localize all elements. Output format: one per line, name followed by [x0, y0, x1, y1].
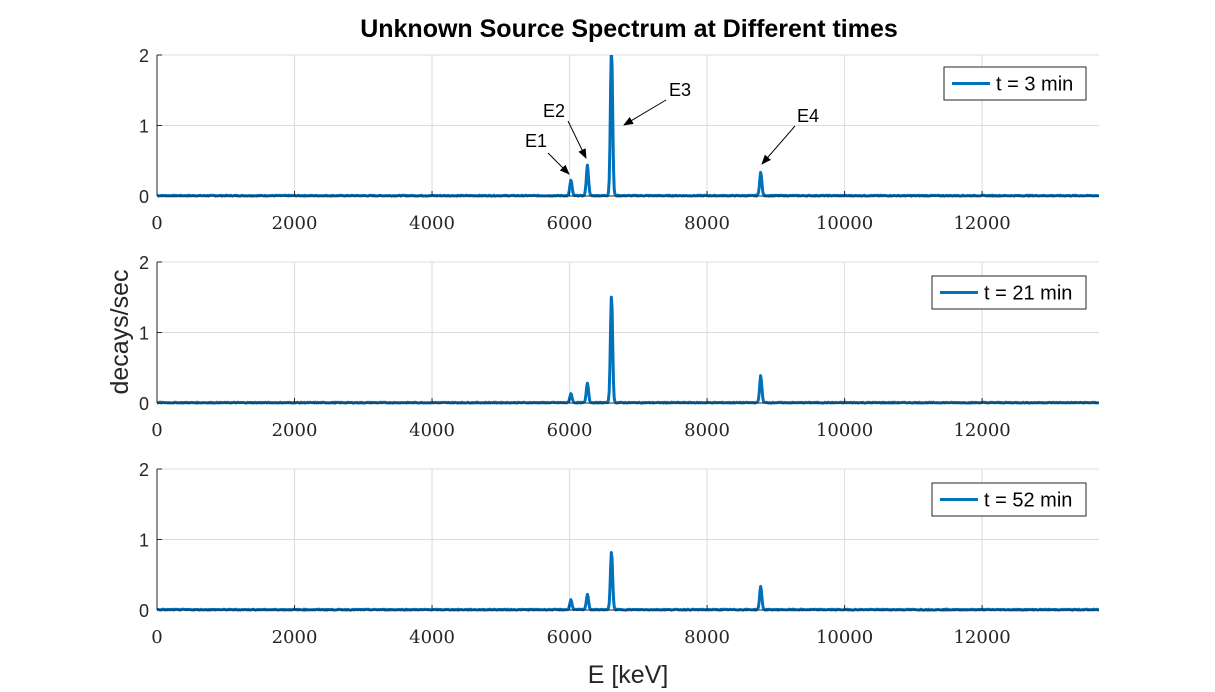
y-tick-label: 2 [139, 253, 149, 273]
x-tick-label: 12000 [953, 213, 1010, 234]
annotation-label: E3 [669, 80, 691, 100]
x-tick-label: 10000 [816, 213, 873, 234]
y-tick-label: 2 [139, 46, 149, 66]
subplot-3: 0 2000 4000 6000 8000 10000 12000 0 1 2 t = 52 min [139, 460, 1099, 648]
y-axis-label: decays/sec [106, 269, 134, 394]
y-tick-label: 1 [139, 324, 149, 344]
y-tick-label: 0 [139, 601, 149, 621]
x-tick-label: 12000 [953, 420, 1010, 441]
legend-label: t = 52 min [984, 490, 1072, 512]
x-tick-label: 8000 [684, 420, 730, 441]
x-tick-label: 6000 [547, 627, 593, 648]
annotation-arrow [547, 152, 570, 175]
y-tick-label: 1 [139, 117, 149, 137]
annotation-arrow [623, 99, 667, 126]
y-tick-label: 0 [139, 187, 149, 207]
x-tick-label: 12000 [953, 627, 1010, 648]
x-tick-label: 2000 [272, 213, 318, 234]
x-tick-label: 8000 [684, 213, 730, 234]
x-tick-label: 6000 [547, 420, 593, 441]
annotation-label: E2 [543, 101, 565, 121]
x-tick-label: 4000 [409, 420, 455, 441]
legend-label: t = 3 min [996, 74, 1073, 96]
legend: t = 3 min [943, 66, 1087, 101]
legend: t = 52 min [931, 482, 1087, 517]
x-tick-label: 10000 [816, 627, 873, 648]
x-tick-label: 8000 [684, 627, 730, 648]
x-tick-label: 4000 [409, 213, 455, 234]
spectrum-line [157, 551, 1099, 612]
subplot-1: 0 2000 4000 6000 8000 10000 12000 0 1 2 t = 3 min [139, 46, 1099, 234]
x-tick-label: 0 [151, 420, 162, 441]
legend: t = 21 min [931, 275, 1087, 310]
x-tick-label: 0 [151, 627, 162, 648]
y-tick-label: 0 [139, 394, 149, 414]
y-tick-label: 1 [139, 531, 149, 551]
spectrum-line [157, 295, 1099, 405]
subplot-2: 0 2000 4000 6000 8000 10000 12000 0 1 2 t = 21 min [139, 253, 1099, 441]
x-tick-label: 4000 [409, 627, 455, 648]
annotation-arrow [567, 120, 587, 159]
annotation-label: E4 [797, 106, 819, 126]
x-tick-label: 2000 [272, 627, 318, 648]
x-tick-label: 0 [151, 213, 162, 234]
x-tick-label: 2000 [272, 420, 318, 441]
peak-annotations: E1 E2 E3 E4 [525, 80, 819, 175]
x-tick-label: 6000 [547, 213, 593, 234]
annotation-label: E1 [525, 131, 547, 151]
chart-title: Unknown Source Spectrum at Different tim… [360, 15, 898, 43]
annotation-arrow [761, 125, 796, 165]
legend-label: t = 21 min [984, 283, 1072, 305]
x-tick-label: 10000 [816, 420, 873, 441]
x-axis-label: E [keV] [588, 661, 669, 689]
y-tick-label: 2 [139, 460, 149, 480]
